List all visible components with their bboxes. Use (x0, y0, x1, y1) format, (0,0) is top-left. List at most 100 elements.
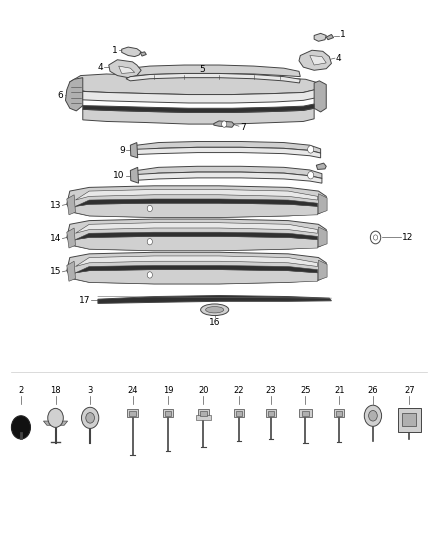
Polygon shape (83, 90, 316, 103)
Bar (129, 410, 136, 416)
Polygon shape (70, 74, 318, 94)
Bar (200, 410, 207, 416)
Polygon shape (43, 421, 67, 425)
Polygon shape (126, 74, 300, 83)
Polygon shape (314, 81, 326, 112)
Text: 1: 1 (340, 30, 346, 39)
Text: 2: 2 (18, 386, 24, 395)
Circle shape (86, 413, 95, 423)
Bar (198, 409, 208, 417)
Text: 18: 18 (50, 386, 61, 395)
Text: 7: 7 (240, 123, 246, 132)
Text: 4: 4 (336, 54, 341, 63)
Polygon shape (122, 47, 141, 56)
Bar (403, 413, 416, 426)
Text: 16: 16 (209, 318, 220, 327)
Ellipse shape (201, 304, 229, 316)
Circle shape (369, 410, 377, 421)
Polygon shape (67, 228, 75, 248)
Polygon shape (83, 104, 314, 112)
Polygon shape (133, 166, 322, 179)
Circle shape (307, 172, 314, 179)
Polygon shape (326, 35, 334, 39)
Text: 26: 26 (367, 386, 378, 395)
Polygon shape (75, 265, 318, 273)
Polygon shape (299, 50, 332, 70)
Circle shape (81, 407, 99, 429)
Circle shape (48, 408, 64, 427)
Polygon shape (133, 172, 322, 183)
Ellipse shape (205, 306, 224, 313)
Polygon shape (67, 186, 326, 217)
Polygon shape (98, 295, 332, 303)
Bar (268, 410, 274, 416)
Polygon shape (310, 55, 326, 65)
Polygon shape (318, 193, 327, 214)
Polygon shape (75, 190, 318, 200)
Text: 4: 4 (98, 62, 103, 71)
Text: 9: 9 (119, 146, 125, 155)
Polygon shape (67, 261, 75, 281)
Circle shape (222, 121, 227, 127)
Polygon shape (126, 65, 300, 77)
Polygon shape (119, 66, 134, 74)
Circle shape (147, 272, 152, 278)
Circle shape (307, 146, 314, 153)
Text: 22: 22 (233, 386, 244, 395)
Bar (236, 410, 242, 416)
Text: 17: 17 (79, 296, 90, 305)
Polygon shape (109, 60, 141, 78)
Polygon shape (75, 199, 318, 206)
Text: 5: 5 (199, 65, 205, 74)
Polygon shape (75, 223, 318, 233)
Bar (398, 408, 420, 432)
Text: 10: 10 (113, 171, 125, 180)
Polygon shape (316, 163, 326, 169)
Bar (163, 409, 173, 417)
Polygon shape (140, 52, 146, 56)
Bar (302, 410, 309, 416)
Text: 24: 24 (127, 386, 138, 395)
Bar (196, 415, 211, 420)
Polygon shape (133, 147, 321, 158)
Bar (234, 409, 244, 417)
Circle shape (147, 205, 152, 212)
Bar (336, 410, 343, 416)
Text: 14: 14 (50, 234, 61, 243)
Polygon shape (67, 219, 326, 251)
Polygon shape (318, 260, 327, 280)
Text: 6: 6 (57, 91, 64, 100)
Polygon shape (75, 232, 318, 240)
Polygon shape (73, 203, 318, 217)
Polygon shape (67, 195, 75, 215)
Circle shape (147, 239, 152, 245)
Polygon shape (131, 167, 138, 183)
Text: 27: 27 (404, 386, 415, 395)
Polygon shape (318, 227, 327, 247)
Text: 1: 1 (112, 46, 117, 55)
Text: 20: 20 (198, 386, 208, 395)
Text: 3: 3 (88, 386, 93, 395)
Text: 25: 25 (300, 386, 311, 395)
Text: 21: 21 (334, 386, 344, 395)
Text: 12: 12 (402, 233, 413, 242)
Bar (165, 410, 171, 416)
Polygon shape (66, 78, 83, 111)
Polygon shape (131, 142, 138, 158)
Text: 23: 23 (265, 386, 276, 395)
Bar (299, 409, 312, 417)
Bar (334, 409, 344, 417)
Polygon shape (73, 270, 318, 284)
Polygon shape (83, 108, 314, 124)
Text: 19: 19 (163, 386, 173, 395)
Polygon shape (75, 256, 318, 266)
Polygon shape (214, 121, 234, 127)
Polygon shape (67, 252, 326, 284)
Text: 15: 15 (49, 267, 61, 276)
Circle shape (364, 405, 381, 426)
Text: 13: 13 (49, 201, 61, 210)
Polygon shape (73, 237, 318, 251)
Bar (266, 409, 276, 417)
Polygon shape (133, 141, 321, 153)
Polygon shape (314, 34, 326, 41)
